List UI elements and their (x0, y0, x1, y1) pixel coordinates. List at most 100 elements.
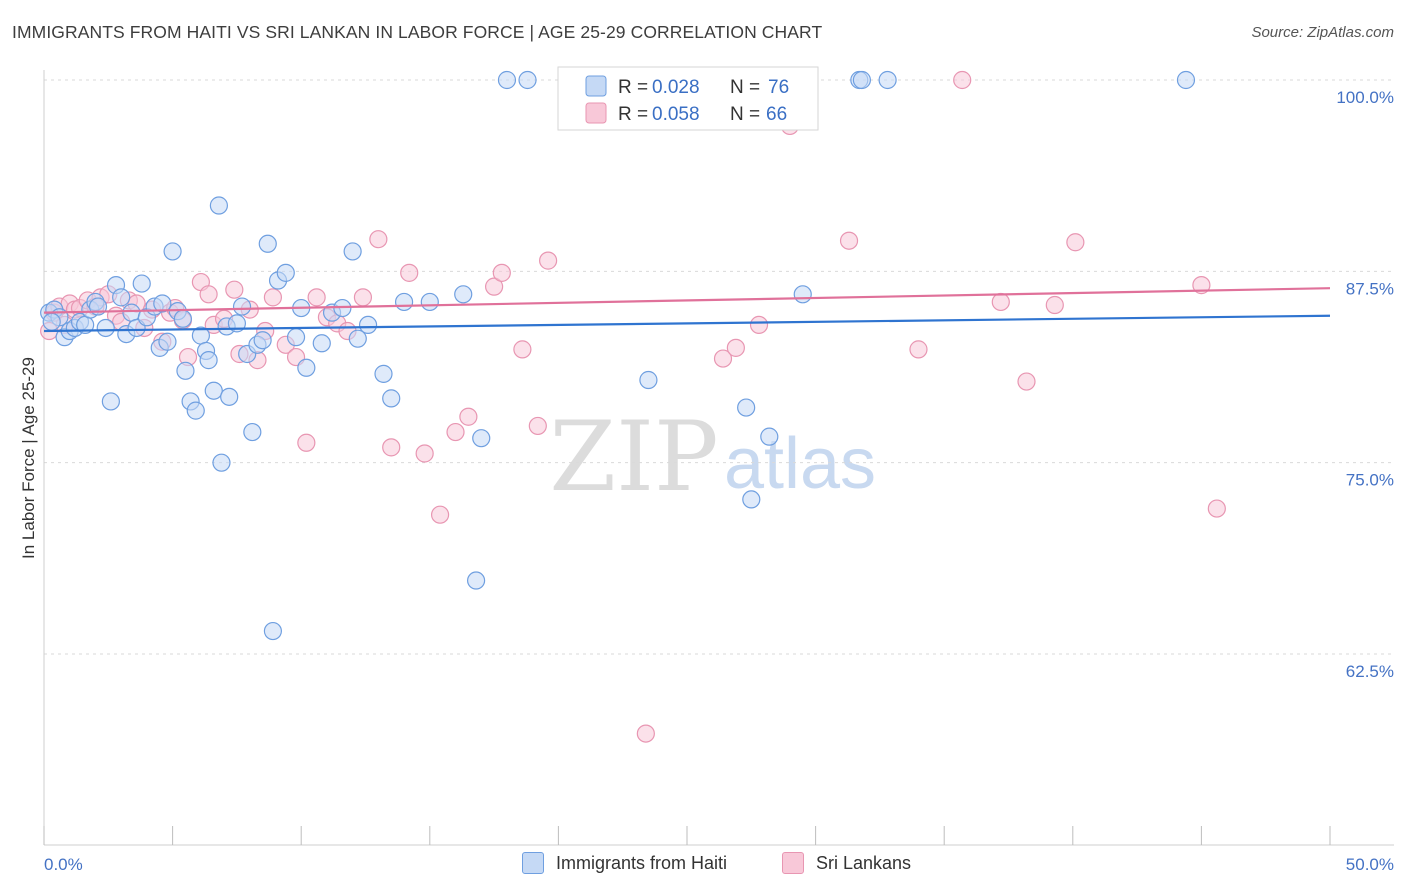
point-haiti (639, 370, 658, 390)
point-haiti (132, 274, 151, 293)
point-haiti (878, 70, 897, 90)
point-haiti (173, 309, 192, 328)
point-sri-lankans (539, 251, 558, 270)
point-haiti (420, 292, 439, 312)
grid-lines (44, 79, 1394, 655)
point-haiti (153, 294, 172, 313)
point-haiti (1176, 70, 1196, 90)
point-sri-lankans (636, 724, 655, 743)
point-haiti (163, 242, 182, 261)
point-haiti (286, 328, 306, 347)
point-haiti (348, 329, 367, 348)
legend-swatch-sri-lankans (585, 102, 607, 124)
y-tick-label: 75.0% (1346, 471, 1394, 490)
point-haiti (186, 401, 205, 420)
point-sri-lankans (459, 407, 478, 426)
point-haiti (760, 427, 779, 446)
legend-label-haiti: Immigrants from Haiti (556, 852, 728, 873)
point-haiti (737, 398, 756, 417)
point-sri-lankans (909, 340, 928, 359)
y-tick-labels: 62.5% 75.0% 87.5% 100.0% (1336, 88, 1394, 681)
point-sri-lankans (199, 285, 218, 304)
y-tick-label: 100.0% (1336, 88, 1394, 107)
point-sri-lankans (297, 433, 316, 452)
point-haiti (374, 364, 393, 383)
legend-swatch-haiti-bottom (522, 852, 544, 874)
point-sri-lankans (749, 315, 769, 335)
chart-title: IMMIGRANTS FROM HAITI VS SRI LANKAN IN L… (12, 22, 823, 42)
point-haiti (158, 332, 177, 351)
point-sri-lankans (415, 444, 434, 463)
point-sri-lankans (513, 340, 532, 359)
point-sri-lankans (1192, 276, 1211, 295)
y-tick-label: 87.5% (1346, 279, 1394, 298)
y-tick-label: 62.5% (1346, 662, 1394, 681)
point-haiti (220, 387, 239, 406)
point-sri-lankans (485, 277, 504, 296)
point-sri-lankans (953, 70, 972, 90)
legend-swatch-haiti (585, 75, 607, 97)
point-haiti (742, 490, 761, 509)
point-haiti (394, 292, 414, 312)
axes (43, 70, 1394, 846)
point-haiti (297, 358, 316, 377)
point-haiti (199, 351, 218, 370)
legend-r-label-2: R = (618, 104, 648, 125)
point-sri-lankans (430, 505, 450, 524)
point-haiti (204, 381, 223, 400)
point-sri-lankans (839, 231, 859, 250)
point-sri-lankans (369, 230, 388, 249)
point-sri-lankans (1045, 295, 1064, 315)
trend-line-sri-lankans (43, 287, 1331, 314)
legend-label-sri-lankans: Sri Lankans (816, 852, 912, 873)
point-haiti (112, 288, 131, 307)
point-sri-lankans (1017, 372, 1036, 391)
point-haiti (343, 242, 362, 261)
point-haiti (209, 196, 228, 215)
legend-item-sri-lankans[interactable]: Sri Lankans (782, 852, 911, 874)
point-haiti (497, 70, 517, 90)
point-haiti (472, 429, 491, 448)
watermark-zip: ZIP (549, 401, 718, 513)
legend-n-value-1: 76 (768, 77, 789, 98)
legend-r-label-1: R = (618, 77, 648, 98)
point-sri-lankans (713, 349, 733, 368)
point-haiti (122, 303, 141, 322)
x-tick-label-max: 50.0% (1346, 855, 1394, 874)
point-sri-lankans (400, 263, 419, 282)
point-haiti (232, 297, 252, 316)
y-axis-title: In Labor Force | Age 25-29 (19, 357, 38, 559)
point-haiti (263, 621, 283, 641)
point-haiti (852, 70, 871, 90)
point-sri-lankans (225, 280, 244, 299)
legend-r-value-2: 0.058 (652, 104, 700, 125)
point-haiti (176, 361, 195, 380)
point-sri-lankans (1066, 233, 1085, 252)
point-sri-lankans (382, 438, 401, 457)
point-haiti (276, 263, 295, 282)
point-haiti (312, 334, 331, 353)
legend-r-value-1: 0.028 (652, 77, 700, 98)
point-sri-lankans (726, 338, 745, 357)
point-haiti (42, 312, 61, 331)
x-ticks (43, 826, 1331, 845)
point-sri-lankans (1207, 499, 1226, 518)
legend-item-haiti[interactable]: Immigrants from Haiti (522, 852, 727, 874)
point-haiti (212, 453, 231, 472)
point-haiti (382, 389, 401, 408)
point-sri-lankans (528, 416, 547, 436)
point-sri-lankans (353, 288, 373, 307)
series-haiti (40, 70, 1196, 641)
point-haiti (258, 234, 277, 253)
legend-swatch-sri-lankans-bottom (782, 852, 804, 874)
point-haiti (454, 285, 473, 304)
trend-lines (43, 287, 1331, 333)
point-haiti (518, 70, 537, 90)
point-haiti (96, 318, 115, 338)
stats-legend: R = 0.028 N = 76 R = 0.058 N = 66 (557, 66, 819, 131)
point-sri-lankans (263, 288, 283, 307)
point-haiti (243, 422, 262, 442)
point-haiti (793, 285, 812, 304)
point-haiti (466, 571, 486, 590)
